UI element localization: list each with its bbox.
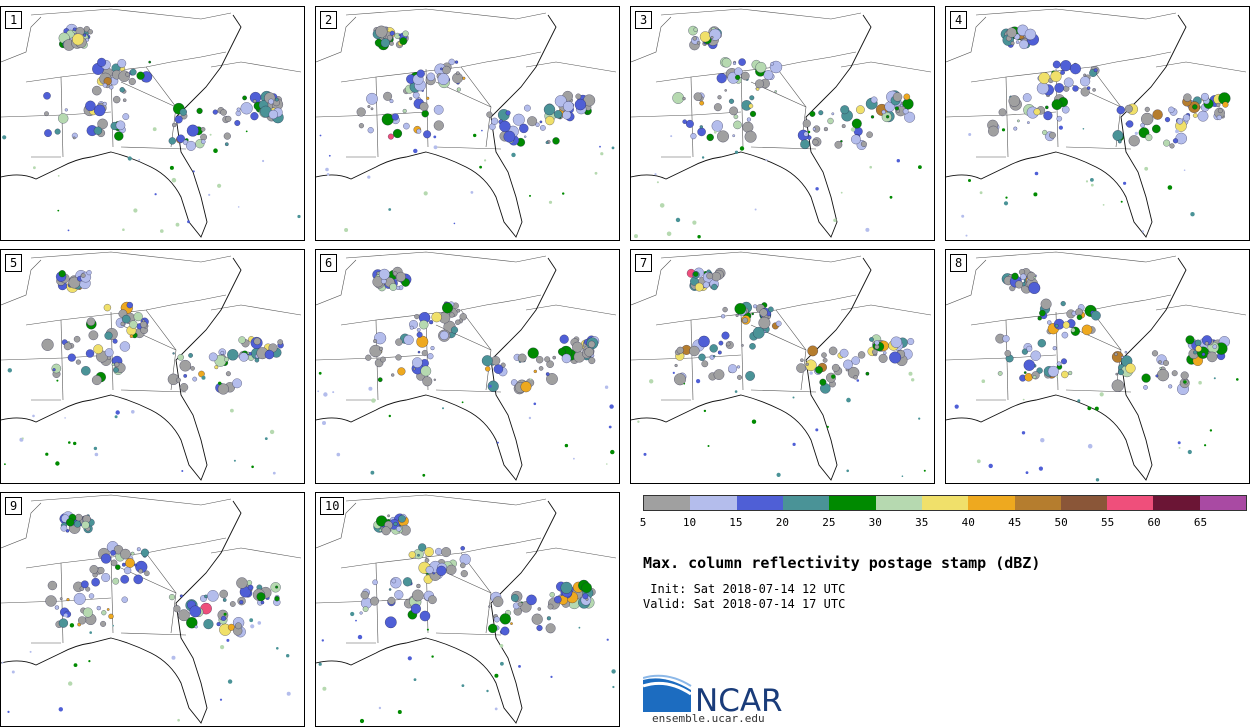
colorbar-swatch xyxy=(782,496,830,510)
colorbar-tick-label: 65 xyxy=(1193,516,1208,529)
postage-stamp-panel: 9 xyxy=(0,492,305,727)
postage-stamp-panel: 2 xyxy=(315,6,620,241)
colorbar-swatch xyxy=(736,496,783,510)
postage-stamp-panel: 4 xyxy=(945,6,1250,241)
ncar-logo: NCAR xyxy=(643,674,783,716)
reflectivity-map xyxy=(631,8,932,239)
colorbar-swatch xyxy=(829,496,876,510)
reflectivity-map xyxy=(1,494,302,724)
panel-number-label: 4 xyxy=(950,11,968,29)
colorbar-tick-label: 5 xyxy=(639,516,647,529)
ncar-logo-text: NCAR xyxy=(695,683,783,716)
colorbar-tick-label: 20 xyxy=(775,516,789,529)
init-time: Init: Sat 2018-07-14 12 UTC xyxy=(643,582,846,596)
colorbar-swatch xyxy=(1199,496,1247,510)
reflectivity-map xyxy=(316,8,617,238)
panel-number-label: 6 xyxy=(320,254,338,272)
colorbar-tick-label: 45 xyxy=(1008,516,1022,529)
colorbar-tick-label: 40 xyxy=(961,516,975,529)
colorbar-swatch xyxy=(1107,496,1154,510)
colorbar-swatch xyxy=(644,496,691,510)
colorbar-swatch xyxy=(690,496,737,510)
colorbar-swatch xyxy=(1014,496,1061,510)
postage-stamp-panel: 7 xyxy=(630,249,935,484)
colorbar-swatch xyxy=(921,496,969,510)
colorbar-swatch xyxy=(875,496,922,510)
reflectivity-map xyxy=(946,8,1247,238)
reflectivity-map xyxy=(631,251,932,481)
plot-title: Max. column reflectivity postage stamp (… xyxy=(643,554,1041,572)
panel-number-label: 8 xyxy=(950,254,968,272)
site-url: ensemble.ucar.edu xyxy=(652,712,765,725)
colorbar-swatch xyxy=(1060,496,1108,510)
panel-number-label: 3 xyxy=(635,11,653,29)
colorbar-tick-label: 50 xyxy=(1054,516,1068,529)
postage-stamp-panel: 10 xyxy=(315,492,620,727)
reflectivity-colorbar xyxy=(643,495,1247,511)
colorbar-tick-label: 15 xyxy=(729,516,743,529)
panel-number-label: 2 xyxy=(320,11,338,29)
reflectivity-map xyxy=(316,494,617,724)
postage-stamp-panel: 3 xyxy=(630,6,935,241)
panel-number-label: 9 xyxy=(5,497,23,515)
postage-stamp-panel: 1 xyxy=(0,6,305,241)
reflectivity-map xyxy=(1,251,302,481)
reflectivity-map xyxy=(946,251,1247,482)
postage-stamp-panel: 5 xyxy=(0,249,305,484)
reflectivity-map xyxy=(1,8,302,238)
colorbar-tick-label: 10 xyxy=(682,516,697,529)
panel-number-label: 7 xyxy=(635,254,653,272)
postage-stamp-panel: 6 xyxy=(315,249,620,484)
valid-time: Valid: Sat 2018-07-14 17 UTC xyxy=(643,597,846,611)
postage-stamp-panel: 8 xyxy=(945,249,1250,484)
colorbar-tick-label: 60 xyxy=(1147,516,1161,529)
panel-number-label: 1 xyxy=(5,11,23,29)
colorbar-tick-label: 35 xyxy=(915,516,929,529)
colorbar-swatch xyxy=(968,496,1015,510)
reflectivity-map xyxy=(316,251,617,481)
panel-number-label: 10 xyxy=(320,497,345,515)
panel-number-label: 5 xyxy=(5,254,23,272)
colorbar-tick-label: 25 xyxy=(822,516,836,529)
colorbar-tick-label: 30 xyxy=(868,516,882,529)
colorbar-swatch xyxy=(1153,496,1200,510)
colorbar-tick-label: 55 xyxy=(1100,516,1115,529)
